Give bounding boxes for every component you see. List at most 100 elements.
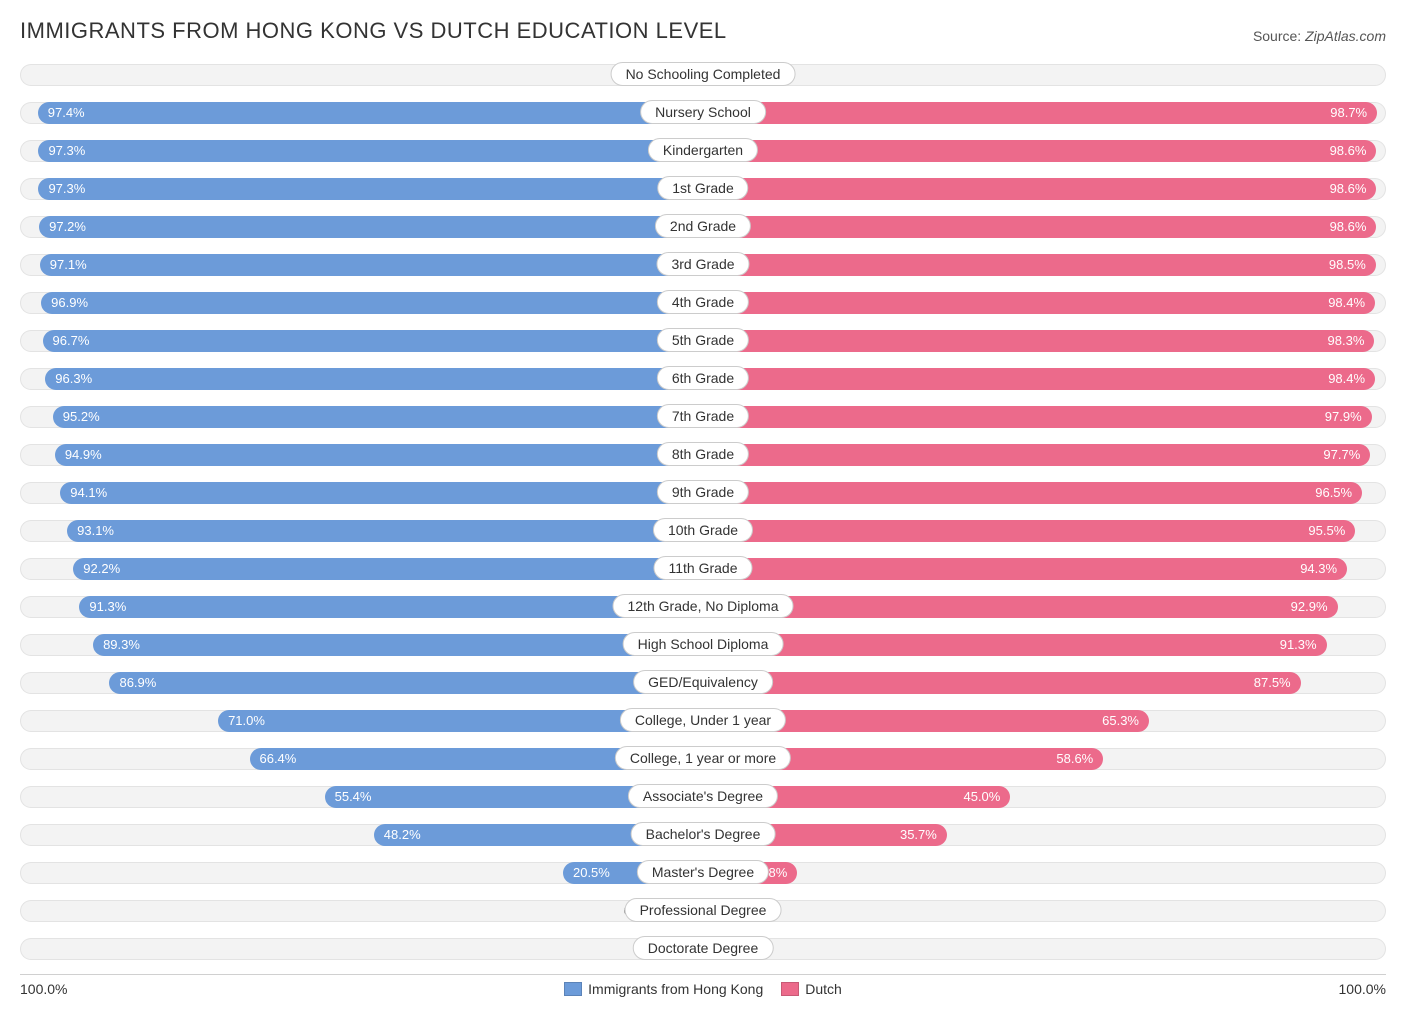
category-label: 11th Grade: [653, 556, 752, 580]
bar-left: [38, 140, 703, 162]
bar-right: [703, 140, 1376, 162]
chart-row: 97.1% 98.5% 3rd Grade: [20, 248, 1386, 281]
track-left: [20, 938, 703, 960]
diverging-bar-chart: 2.7%1.4%No Schooling Completed97.4%98.7%…: [20, 58, 1386, 975]
value-right: 98.7%: [1330, 102, 1377, 124]
chart-row: 71.0% 65.3% College, Under 1 year: [20, 704, 1386, 737]
category-label: College, 1 year or more: [615, 746, 791, 770]
chart-row: 97.2%98.6%2nd Grade: [20, 210, 1386, 243]
chart-header: IMMIGRANTS FROM HONG KONG VS DUTCH EDUCA…: [20, 18, 1386, 44]
track-right: [703, 900, 1386, 922]
bar-left: [38, 102, 703, 124]
category-label: 9th Grade: [657, 480, 749, 504]
value-left: 96.3%: [45, 368, 92, 390]
category-label: Associate's Degree: [628, 784, 778, 808]
chart-row: 93.1% 95.5% 10th Grade: [20, 514, 1386, 547]
category-label: Nursery School: [640, 100, 766, 124]
value-right: 92.9%: [1291, 596, 1338, 618]
bar-right: [703, 520, 1355, 542]
chart-row: 97.4% 98.7% Nursery School: [20, 96, 1386, 129]
category-label: 3rd Grade: [656, 252, 749, 276]
value-left: 97.1%: [40, 254, 87, 276]
chart-row: 95.2%97.9%7th Grade: [20, 400, 1386, 433]
track-right: [703, 64, 1386, 86]
bar-right: [703, 102, 1377, 124]
value-left: 86.9%: [109, 672, 156, 694]
bar-left: [41, 292, 703, 314]
bar-left: [93, 634, 703, 656]
category-label: Doctorate Degree: [633, 936, 774, 960]
bar-left: [109, 672, 703, 694]
chart-row: 94.9%97.7%8th Grade: [20, 438, 1386, 471]
value-left: 20.5%: [563, 862, 610, 884]
value-left: 91.3%: [79, 596, 126, 618]
track-right: [703, 862, 1386, 884]
value-right: 87.5%: [1254, 672, 1301, 694]
value-left: 71.0%: [218, 710, 265, 732]
category-label: College, Under 1 year: [620, 708, 786, 732]
category-label: Master's Degree: [637, 860, 769, 884]
value-right: 98.6%: [1330, 178, 1377, 200]
value-right: 98.5%: [1329, 254, 1376, 276]
bar-right: [703, 406, 1372, 428]
chart-row: 2.8%1.8%Doctorate Degree: [20, 932, 1386, 965]
category-label: Bachelor's Degree: [631, 822, 776, 846]
value-left: 94.1%: [60, 482, 107, 504]
axis-right-max: 100.0%: [1339, 981, 1386, 997]
track-right: [703, 938, 1386, 960]
value-left: 95.2%: [53, 406, 100, 428]
chart-footer: 100.0% Immigrants from Hong Kong Dutch 1…: [20, 981, 1386, 997]
source-label: Source:: [1253, 28, 1305, 44]
bar-left: [40, 254, 703, 276]
value-right: 96.5%: [1315, 482, 1362, 504]
value-right: 95.5%: [1308, 520, 1355, 542]
value-left: 48.2%: [374, 824, 421, 846]
legend-label-left: Immigrants from Hong Kong: [588, 981, 763, 997]
value-left: 93.1%: [67, 520, 114, 542]
legend-swatch-left: [564, 982, 582, 996]
bar-right: [703, 672, 1301, 694]
source-name: ZipAtlas.com: [1305, 28, 1386, 44]
value-left: 97.2%: [39, 216, 86, 238]
bar-right: [703, 596, 1338, 618]
category-label: 10th Grade: [653, 518, 753, 542]
value-right: 98.4%: [1328, 368, 1375, 390]
chart-legend: Immigrants from Hong Kong Dutch: [564, 981, 842, 997]
bar-left: [43, 330, 703, 352]
track-left: [20, 900, 703, 922]
track-left: [20, 64, 703, 86]
bar-right: [703, 330, 1374, 352]
category-label: 12th Grade, No Diploma: [613, 594, 794, 618]
chart-row: 92.2%94.3%11th Grade: [20, 552, 1386, 585]
chart-row: 97.3%98.6%1st Grade: [20, 172, 1386, 205]
value-left: 97.3%: [38, 140, 85, 162]
bar-left: [60, 482, 703, 504]
value-left: 94.9%: [55, 444, 102, 466]
bar-right: [703, 178, 1376, 200]
value-left: 66.4%: [249, 748, 296, 770]
value-right: 97.9%: [1325, 406, 1372, 428]
legend-item-right: Dutch: [781, 981, 842, 997]
chart-source: Source: ZipAtlas.com: [1253, 28, 1386, 44]
value-left: 55.4%: [325, 786, 372, 808]
bar-left: [53, 406, 703, 428]
legend-item-left: Immigrants from Hong Kong: [564, 981, 763, 997]
bar-right: [703, 368, 1375, 390]
legend-swatch-right: [781, 982, 799, 996]
chart-row: 66.4%58.6%College, 1 year or more: [20, 742, 1386, 775]
category-label: Kindergarten: [648, 138, 758, 162]
value-left: 89.3%: [93, 634, 140, 656]
value-right: 35.7%: [900, 824, 947, 846]
category-label: Professional Degree: [625, 898, 782, 922]
chart-row: 55.4% 45.0% Associate's Degree: [20, 780, 1386, 813]
bar-right: [703, 444, 1370, 466]
value-right: 45.0%: [963, 786, 1010, 808]
category-label: 4th Grade: [657, 290, 749, 314]
bar-left: [39, 216, 703, 238]
category-label: GED/Equivalency: [633, 670, 773, 694]
bar-left: [67, 520, 703, 542]
bar-right: [703, 558, 1347, 580]
value-left: 97.4%: [38, 102, 85, 124]
value-right: 65.3%: [1102, 710, 1149, 732]
category-label: 2nd Grade: [655, 214, 751, 238]
